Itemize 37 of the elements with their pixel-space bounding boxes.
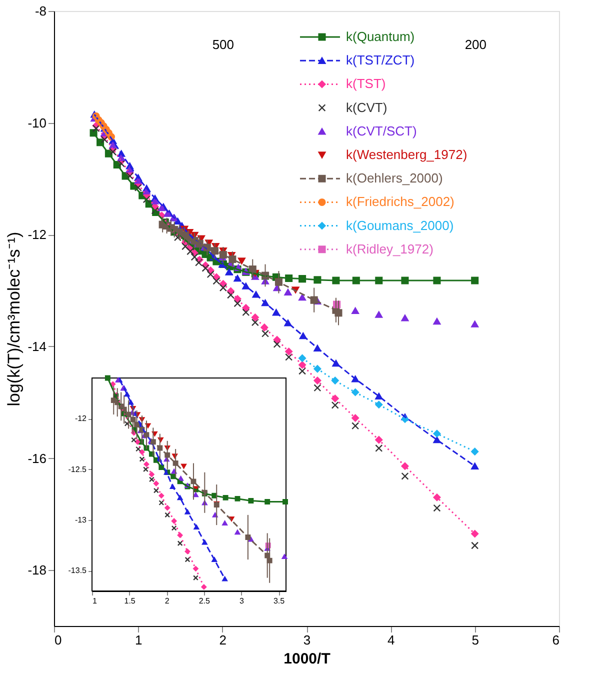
x-tick-label: 4 bbox=[388, 632, 395, 648]
x-tick-label: 6 bbox=[552, 632, 560, 648]
y-tick-label: -18 bbox=[28, 562, 46, 578]
y-axis-title: log(k(T)/cm³molec⁻¹s⁻¹) bbox=[4, 232, 24, 406]
x-tick-label: 3.5 bbox=[273, 596, 286, 606]
y-tick-label: -13.5 bbox=[68, 566, 88, 576]
annotation: 500 bbox=[212, 37, 234, 52]
x-tick-label: 1.5 bbox=[124, 596, 136, 606]
x-tick-label: 0 bbox=[54, 632, 62, 648]
x-tick-label: 5 bbox=[472, 632, 479, 648]
legend-label: k(Quantum) bbox=[346, 29, 415, 44]
legend-label: k(Friedrichs_2002) bbox=[346, 194, 454, 210]
legend-label: k(Ridley_1972) bbox=[346, 241, 434, 256]
y-tick-label: -10 bbox=[28, 115, 46, 130]
legend-label: k(TST) bbox=[346, 76, 386, 92]
legend-label: k(CVT) bbox=[346, 100, 388, 115]
y-tick-label: -16 bbox=[28, 450, 46, 466]
legend-label: k(Westenberg_1972) bbox=[346, 147, 468, 162]
legend-label: k(Oehlers_2000) bbox=[346, 170, 443, 186]
x-axis-title: 1000/T bbox=[284, 650, 330, 668]
x-tick-label: 2 bbox=[164, 596, 170, 606]
x-tick-label: 2.5 bbox=[198, 596, 211, 606]
y-tick-label: -13 bbox=[74, 516, 88, 524]
y-tick-label: -14 bbox=[28, 338, 46, 354]
x-tick-label: 1 bbox=[92, 596, 98, 606]
y-tick-label: -8 bbox=[34, 4, 46, 18]
y-tick-label: -12 bbox=[74, 414, 88, 424]
x-tick-label: 3 bbox=[240, 596, 245, 606]
legend-label: k(TST/ZCT) bbox=[346, 52, 415, 68]
legend-label: k(Goumans_2000) bbox=[346, 218, 454, 233]
x-tick-label: 1 bbox=[135, 632, 142, 648]
y-tick-label: -12 bbox=[28, 227, 46, 242]
x-tick-label: 2 bbox=[219, 632, 226, 648]
legend-label: k(CVT/SCT) bbox=[346, 123, 417, 138]
y-tick-label: -12.5 bbox=[68, 464, 88, 474]
x-tick-label: 3 bbox=[303, 632, 311, 648]
annotation: 200 bbox=[464, 37, 487, 52]
